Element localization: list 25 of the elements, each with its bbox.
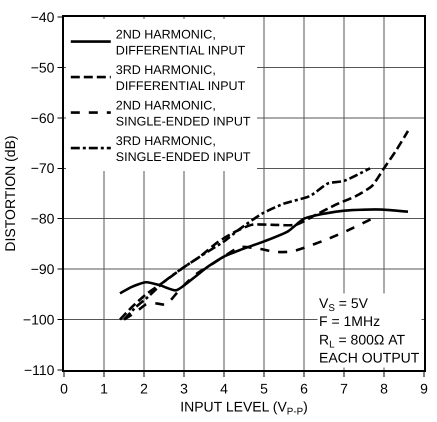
x-tick-label: 5 [260,380,268,397]
y-tick-label: −50 [30,59,55,76]
y-tick-label: −60 [30,110,55,126]
annotation: V$_{S}$ = 5V F = 1MHz R$_{L}$ = 800Ω AT EACH OUTPUT [319,295,420,366]
x-tick-label: 0 [60,380,68,397]
x-tick-label: 2 [140,380,148,397]
y-tick-label: −100 [22,311,55,328]
y-axis-title: DISTORTION (dB) [2,135,18,252]
legend-label: 2ND HARMONIC, SINGLE-ENDED INPUT [116,98,251,129]
x-tick-label: 6 [300,380,308,397]
legend-label: 2ND HARMONIC, DIFFERENTIAL INPUT [116,27,246,58]
x-tick-label: 4 [220,380,228,397]
legend-label: 3RD HARMONIC, SINGLE-ENDED INPUT [116,134,251,164]
x-tick-label: 1 [100,380,108,397]
x-tick-label: 9 [420,380,428,397]
y-tick-label: −80 [30,210,55,227]
y-tick-label: −110 [24,362,55,378]
x-tick-label: 7 [340,380,348,397]
legend-label: 3RD HARMONIC, DIFFERENTIAL INPUT [116,62,246,94]
x-axis-title: INPUT LEVEL (V$_{P-P}$) [180,398,308,418]
x-tick-label: 3 [180,380,188,397]
y-tick-label: −40 [30,8,55,25]
x-tick-label: 8 [380,380,388,397]
y-tick-label: −90 [30,261,55,278]
y-tick-label: −70 [30,160,55,176]
